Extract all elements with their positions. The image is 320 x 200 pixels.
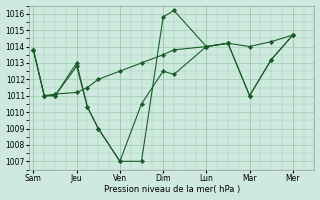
X-axis label: Pression niveau de la mer( hPa ): Pression niveau de la mer( hPa )	[104, 185, 240, 194]
